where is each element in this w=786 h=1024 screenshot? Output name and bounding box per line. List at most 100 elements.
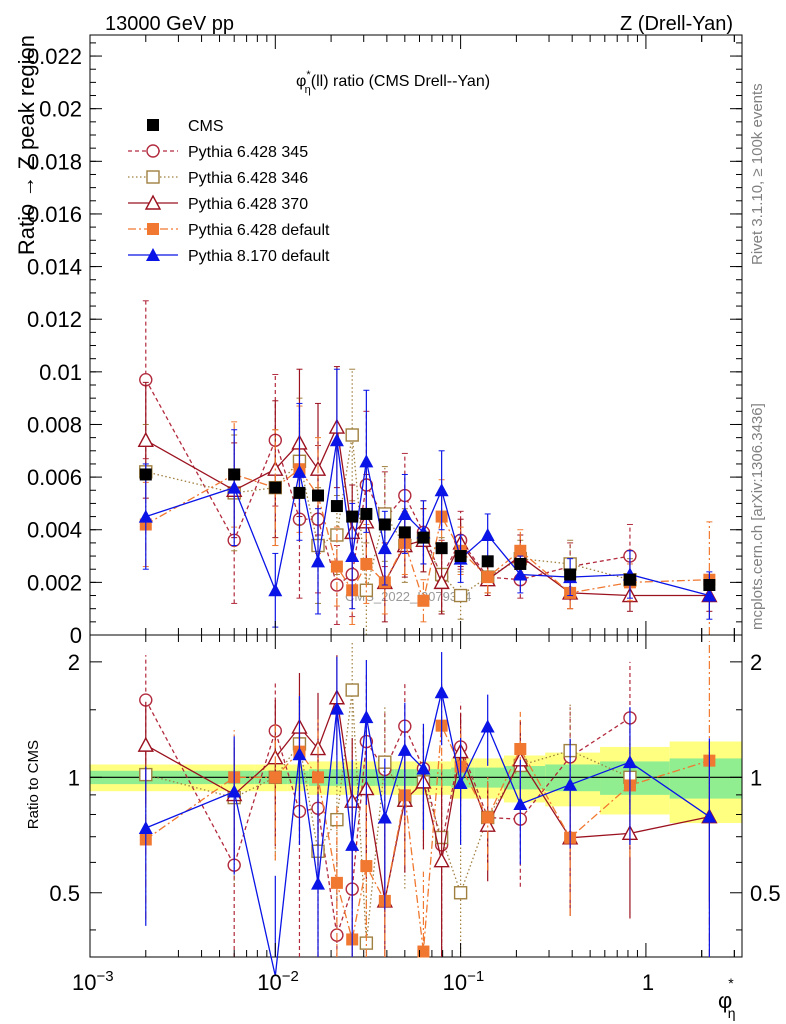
ratio-point bbox=[330, 876, 343, 889]
data-point bbox=[454, 550, 467, 563]
ratio-point bbox=[514, 743, 527, 756]
xlabel-eta: η bbox=[728, 1005, 736, 1021]
data-point bbox=[514, 557, 527, 570]
ratio-series-layer bbox=[137, 641, 718, 977]
ratio-point bbox=[513, 797, 528, 811]
x-tick-label: 10−3 bbox=[72, 968, 114, 995]
data-point bbox=[513, 567, 528, 581]
main-ytick-label: 0.014 bbox=[27, 255, 82, 280]
ratio-point bbox=[622, 755, 637, 769]
data-point bbox=[417, 531, 430, 544]
data-point bbox=[311, 554, 326, 568]
ratio-point bbox=[481, 811, 494, 824]
ratio-point bbox=[417, 945, 430, 958]
main-ytick-label: 0.002 bbox=[27, 570, 82, 595]
legend-label: Pythia 6.428 default bbox=[188, 222, 330, 239]
ratio-point bbox=[377, 810, 392, 824]
data-point bbox=[345, 549, 360, 563]
legend-label: Pythia 6.428 346 bbox=[188, 170, 308, 187]
title-star: * bbox=[306, 69, 311, 81]
ratio-point bbox=[269, 771, 282, 784]
data-point bbox=[346, 510, 359, 523]
ratio-ytick-label-right: 0.5 bbox=[750, 881, 781, 906]
ratio-ytick-label: 2 bbox=[68, 650, 80, 675]
data-point bbox=[330, 500, 343, 513]
data-point bbox=[481, 555, 494, 568]
ratio-point bbox=[453, 886, 468, 900]
data-point bbox=[137, 431, 154, 447]
ratio-ytick-label: 0.5 bbox=[49, 881, 80, 906]
legend-marker bbox=[146, 170, 160, 184]
ratio-point bbox=[434, 685, 449, 699]
ratio-series-line bbox=[145, 689, 631, 944]
main-ylabel: Ratio → Z peak region bbox=[14, 35, 39, 255]
data-point bbox=[269, 481, 282, 494]
legend-entry: Pythia 6.428 346 bbox=[128, 170, 308, 187]
title-eta: η bbox=[305, 84, 311, 96]
data-point bbox=[397, 506, 412, 520]
rivet-label: Rivet 3.1.10, ≥ 100k events bbox=[749, 83, 766, 265]
main-ytick-label: 0.016 bbox=[27, 202, 82, 227]
ratio-ytick-label-right: 1 bbox=[750, 765, 762, 790]
data-point bbox=[139, 468, 152, 481]
data-point bbox=[564, 568, 577, 581]
data-point bbox=[378, 518, 391, 531]
ratio-point bbox=[345, 837, 360, 851]
series-line bbox=[145, 434, 631, 597]
xlabel-star: * bbox=[728, 975, 734, 991]
ratio-point bbox=[702, 809, 717, 823]
data-point bbox=[329, 433, 344, 447]
legend-entry: Pythia 6.428 default bbox=[128, 222, 330, 239]
ratio-point bbox=[563, 777, 578, 791]
data-point bbox=[345, 428, 359, 442]
data-point bbox=[703, 579, 716, 591]
main-series-layer bbox=[137, 300, 718, 636]
main-title: φ* η(ll) ratio (CMS Drell--Yan) bbox=[296, 69, 490, 96]
series-line bbox=[145, 379, 631, 587]
data-point bbox=[623, 573, 636, 586]
process-label: Z (Drell-Yan) bbox=[620, 13, 733, 35]
ratio-point bbox=[397, 742, 412, 756]
ratio-point bbox=[359, 710, 374, 724]
ratio-uncertainty-band bbox=[90, 741, 742, 824]
main-ytick-label: 0.006 bbox=[27, 465, 82, 490]
ratio-panel: Ratio to CMS 0.5 0.5 1 1 2 2 bbox=[25, 634, 781, 977]
main-ytick-label: 0.018 bbox=[27, 149, 82, 174]
data-point bbox=[398, 526, 411, 539]
main-panel: CMS_2022_I2079374 φ* η(ll) ratio (CMS Dre… bbox=[14, 34, 743, 648]
main-ytick-label: 0.022 bbox=[27, 44, 82, 69]
ratio-point bbox=[311, 876, 326, 890]
data-point bbox=[268, 583, 283, 597]
main-yaxis: 0 0.002 0.004 0.006 0.008 0.01 0.012 0.014 0.016… bbox=[27, 42, 742, 648]
ratio-frame bbox=[89, 634, 743, 958]
ratio-point bbox=[227, 784, 242, 798]
xlabel-phi: φ bbox=[718, 988, 732, 1013]
legend: CMS Pythia 6.428 345 Pythia 6.428 346 Pythi… bbox=[128, 118, 330, 265]
data-point bbox=[312, 489, 325, 502]
main-ytick-label: 0 bbox=[70, 623, 82, 648]
ratio-point bbox=[416, 761, 431, 775]
data-point bbox=[138, 509, 153, 523]
data-point bbox=[359, 454, 374, 468]
x-tick-label: 10−1 bbox=[443, 968, 485, 995]
legend-entry: Pythia 8.170 default bbox=[128, 248, 330, 265]
data-point bbox=[433, 573, 450, 590]
main-ytick-label: 0.01 bbox=[39, 360, 82, 385]
data-point bbox=[453, 588, 468, 603]
main-ytick-label: 0.004 bbox=[27, 518, 82, 543]
ratio-ylabel: Ratio to CMS bbox=[25, 740, 42, 829]
data-point bbox=[480, 528, 495, 541]
legend-entry: CMS bbox=[147, 118, 224, 135]
ratio-point bbox=[292, 747, 307, 761]
ratio-series-line bbox=[145, 692, 710, 977]
watermark: CMS_2022_I2079374 bbox=[345, 589, 472, 604]
mcplots-label: mcplots.cern.ch [arXiv:1306.3436] bbox=[749, 403, 766, 630]
ratio-point bbox=[312, 771, 325, 784]
main-ytick-label: 0.012 bbox=[27, 307, 82, 332]
data-point bbox=[330, 560, 343, 573]
main-ytick-label: 0.008 bbox=[27, 412, 82, 437]
legend-marker bbox=[144, 194, 162, 210]
ratio-ytick-label-right: 2 bbox=[750, 650, 762, 675]
ratio-point bbox=[433, 852, 450, 868]
legend-marker bbox=[146, 248, 160, 261]
